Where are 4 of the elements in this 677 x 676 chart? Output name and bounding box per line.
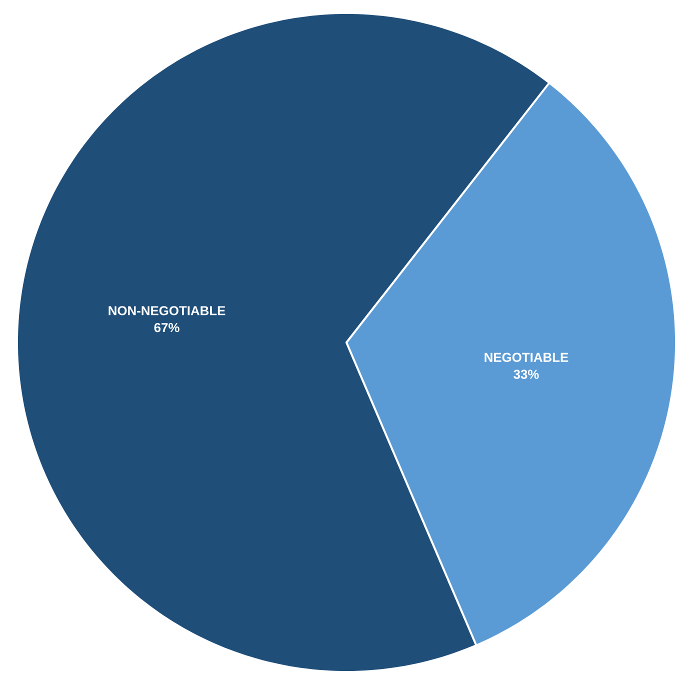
slice-label: NEGOTIABLE bbox=[484, 352, 568, 362]
slice-label: NON-NEGOTIABLE bbox=[108, 306, 226, 316]
data-label: 33% bbox=[514, 370, 539, 379]
data-label: 67% bbox=[154, 323, 180, 332]
